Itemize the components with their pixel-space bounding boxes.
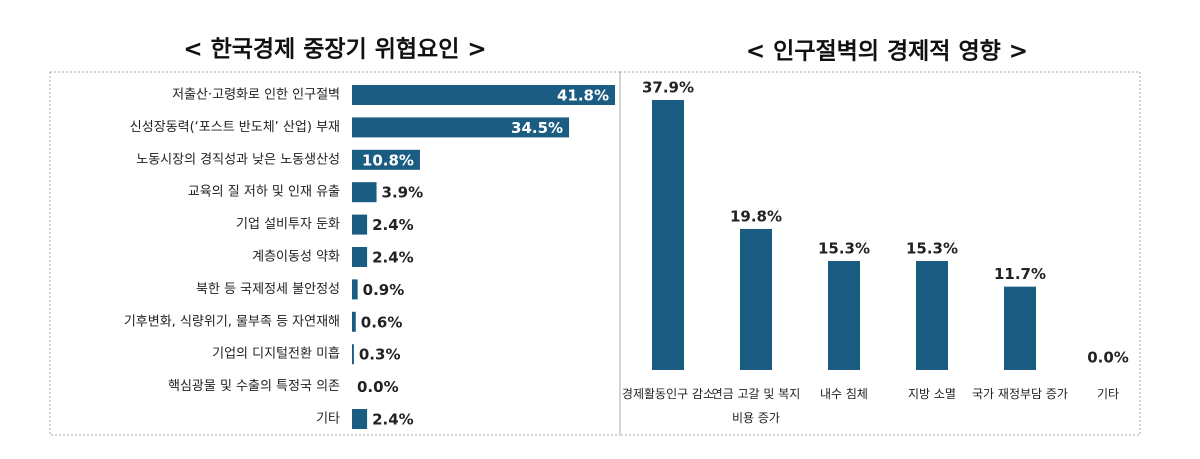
x-tick-label-box: 내수 침체 [820, 387, 868, 401]
y-tick-label: 기업 설비투자 둔화 [236, 217, 340, 232]
bar [352, 214, 368, 235]
y-tick-label: 저출산·고령화로 인한 인구절벽 [172, 88, 340, 103]
x-tick-label-box: 기타 [1096, 387, 1120, 401]
right-panel [619, 71, 1141, 436]
y-tick-label: 노동시장의 경직성과 낮은 노동생산성 [136, 152, 340, 167]
value-label: 0.6% [361, 313, 403, 331]
bar [352, 247, 368, 267]
x-tick-label-box: 연금 고갈 및 복지비용 증가 [711, 387, 801, 425]
x-tick-label-box: 국가 재정부담 증가 [972, 387, 1068, 401]
value-label: 2.4% [372, 411, 414, 429]
x-tick-label: 연금 고갈 및 복지비용 증가 [711, 387, 801, 425]
value-label: 10.8% [362, 151, 414, 169]
bar [352, 311, 356, 332]
value-label: 2.4% [372, 249, 414, 267]
y-tick-label: 기타 [316, 412, 340, 427]
y-tick-label: 교육의 질 저하 및 인재 유출 [188, 185, 340, 200]
value-label: 11.7% [994, 265, 1046, 283]
bar [652, 100, 684, 370]
chart-title: < 한국경제 중장기 위협요인 > [183, 37, 486, 63]
value-label: 15.3% [818, 240, 870, 258]
x-tick-label: 국가 재정부담 증가 [972, 387, 1068, 401]
x-tick-label: 기타 [1096, 387, 1120, 401]
bar [352, 149, 420, 170]
value-label: 0.3% [359, 346, 401, 364]
value-label: 19.8% [730, 207, 782, 225]
value-label: 0.0% [1087, 349, 1129, 367]
value-label: 2.4% [372, 216, 414, 234]
y-tick-label: 신성장동력(‘포스트 반도체’ 산업) 부재 [130, 120, 340, 135]
bar [1004, 286, 1036, 370]
value-label: 15.3% [906, 240, 958, 258]
value-label: 34.5% [511, 119, 563, 137]
y-tick-label: 기업의 디지털전환 미흡 [212, 347, 340, 362]
bar [828, 261, 860, 370]
x-tick-label: 내수 침체 [820, 387, 868, 401]
y-tick-label: 북한 등 국제정세 불안정성 [196, 282, 340, 297]
left-panel [49, 71, 621, 436]
bar [352, 344, 354, 365]
bar [916, 261, 948, 370]
bar [352, 182, 377, 203]
bar [352, 409, 368, 429]
y-tick-label: 계층이동성 약화 [252, 250, 340, 265]
bar [740, 228, 772, 370]
bar [352, 85, 615, 105]
value-label: 3.9% [382, 184, 424, 202]
x-tick-label: 경제활동인구 감소 [621, 387, 715, 401]
value-label: 0.0% [357, 378, 399, 396]
y-tick-label: 기후변화, 식량위기, 물부족 등 자연재해 [124, 314, 340, 329]
bar [352, 117, 570, 138]
x-tick-label-box: 경제활동인구 감소 [621, 387, 715, 401]
chart-title: < 인구절벽의 경제적 영향 > [746, 39, 1028, 65]
value-label: 37.9% [642, 79, 694, 97]
y-tick-label: 핵심광물 및 수출의 특정국 의존 [168, 379, 340, 394]
value-label: 0.9% [363, 281, 405, 299]
x-tick-label: 지방 소멸 [908, 387, 956, 401]
bar [352, 279, 358, 300]
value-label: 41.8% [557, 87, 609, 105]
x-tick-label-box: 지방 소멸 [908, 387, 956, 401]
